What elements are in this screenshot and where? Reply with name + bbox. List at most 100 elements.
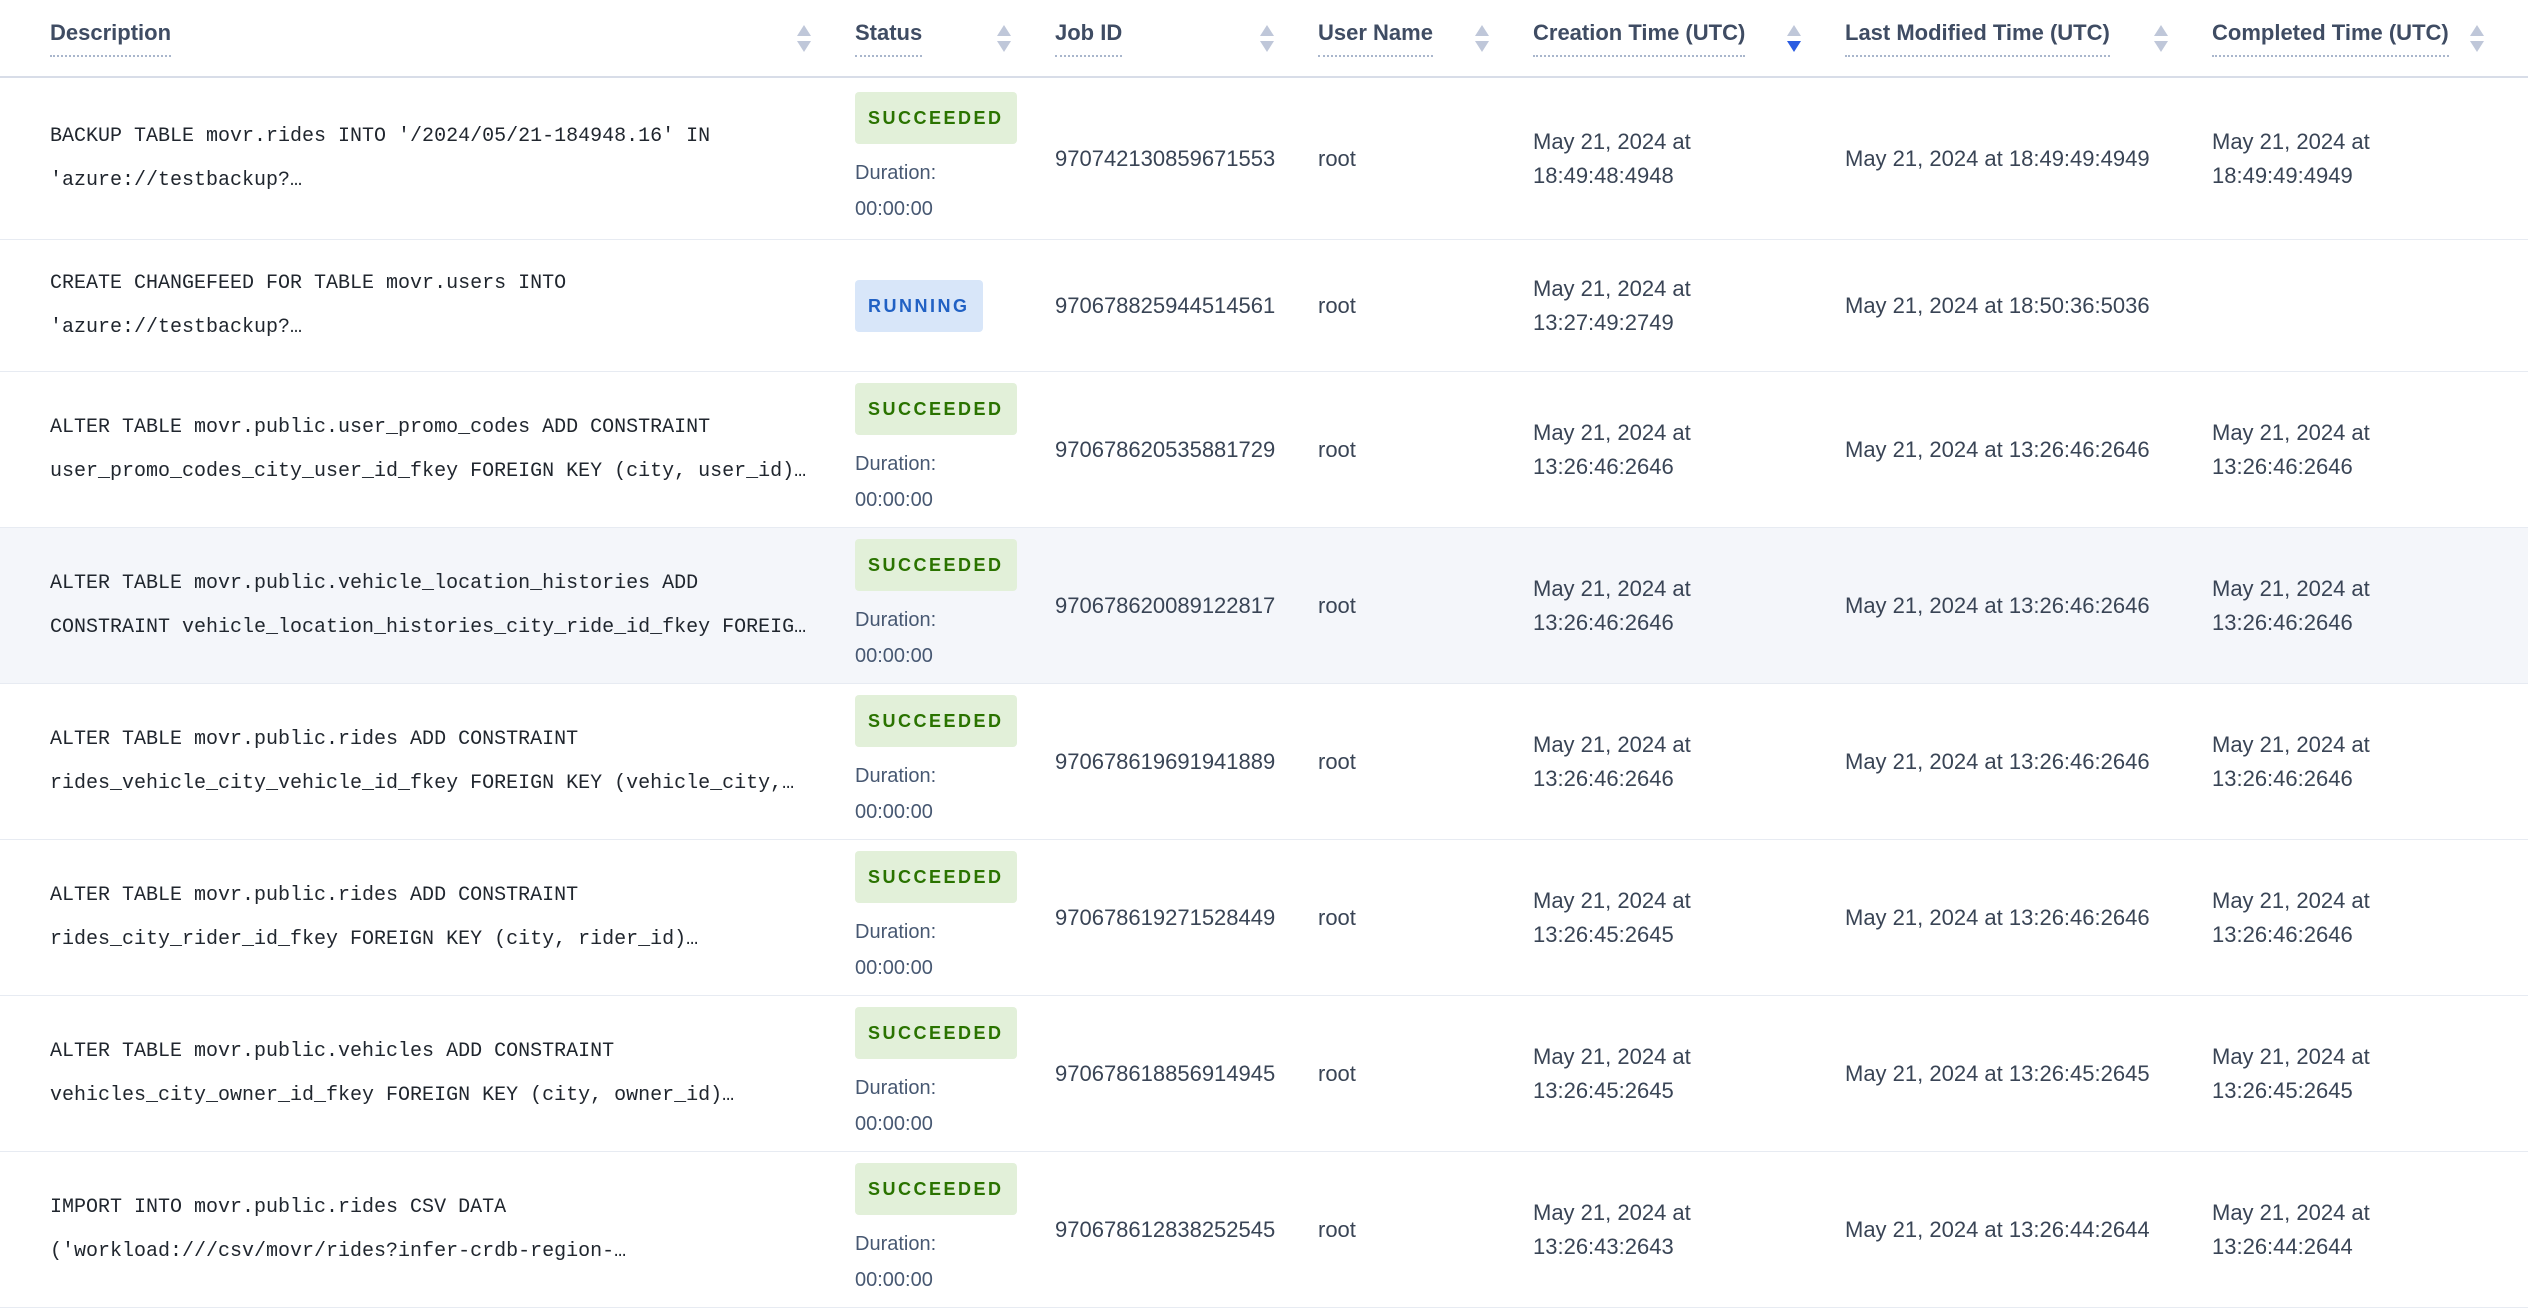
sort-icons: [997, 24, 1011, 52]
job-id: 970678619271528449: [1055, 904, 1276, 930]
sort-asc-icon: [997, 24, 1011, 36]
job-description: ALTER TABLE movr.public.vehicle_location…: [50, 571, 807, 639]
table-row: IMPORT INTO movr.public.rides CSV DATA (…: [0, 1152, 2528, 1308]
job-description: CREATE CHANGEFEED FOR TABLE movr.users I…: [50, 271, 567, 339]
duration-value: 00:00:00: [855, 1112, 933, 1135]
duration-label: Duration:: [855, 608, 937, 631]
duration-value: 00:00:00: [855, 644, 933, 667]
last-modified-time: May 21, 2024 at 13:26:46:2646: [1845, 748, 2150, 774]
table-row: ALTER TABLE movr.public.vehicles ADD CON…: [0, 996, 2528, 1152]
user-name: root: [1318, 748, 1356, 774]
sort-asc-icon: [1787, 24, 1801, 36]
column-header-status[interactable]: Status: [855, 20, 1055, 57]
completed-time: May 21, 2024 at 13:26:44:2644: [2212, 1199, 2370, 1259]
duration-label: Duration:: [855, 920, 937, 943]
column-header-label: Creation Time (UTC): [1533, 20, 1746, 57]
job-status-cell: SUCCEEDED Duration: 00:00:00: [855, 850, 1055, 985]
user-name: root: [1318, 145, 1356, 171]
sort-icons: [2154, 24, 2168, 52]
sort-icons: [797, 24, 811, 52]
column-header-label: Description: [50, 20, 172, 57]
job-id: 970742130859671553: [1055, 145, 1276, 171]
duration-value: 00:00:00: [855, 800, 933, 823]
table-header: Description Status Job ID User Name Crea…: [0, 0, 2528, 78]
completed-time: May 21, 2024 at 13:26:46:2646: [2212, 575, 2370, 635]
duration-label: Duration:: [855, 1232, 937, 1255]
sort-icons: [1787, 24, 1801, 52]
column-header-label: Status: [855, 20, 923, 57]
last-modified-time: May 21, 2024 at 13:26:45:2645: [1845, 1060, 2150, 1086]
column-header-creation-time-utc[interactable]: Creation Time (UTC): [1533, 20, 1845, 57]
completed-time: May 21, 2024 at 13:26:45:2645: [2212, 1043, 2370, 1103]
job-status-cell: SUCCEEDED Duration: 00:00:00: [855, 91, 1055, 226]
last-modified-time: May 21, 2024 at 13:26:46:2646: [1845, 904, 2150, 930]
column-header-job-id[interactable]: Job ID: [1055, 20, 1318, 57]
status-badge: SUCCEEDED: [855, 538, 1017, 591]
column-header-label: Completed Time (UTC): [2212, 20, 2449, 57]
job-description: ALTER TABLE movr.public.rides ADD CONSTR…: [50, 883, 699, 951]
creation-time: May 21, 2024 at 13:26:45:2645: [1533, 887, 1691, 947]
job-status-cell: SUCCEEDED Duration: 00:00:00: [855, 1006, 1055, 1141]
table-body: BACKUP TABLE movr.rides INTO '/2024/05/2…: [0, 78, 2528, 1308]
status-badge: SUCCEEDED: [855, 91, 1017, 144]
column-header-last-modified-time-utc[interactable]: Last Modified Time (UTC): [1845, 20, 2212, 57]
status-badge: SUCCEEDED: [855, 1162, 1017, 1215]
creation-time: May 21, 2024 at 13:26:46:2646: [1533, 731, 1691, 791]
job-status-cell: SUCCEEDED Duration: 00:00:00: [855, 1162, 1055, 1297]
job-description: ALTER TABLE movr.public.vehicles ADD CON…: [50, 1039, 735, 1107]
creation-time: May 21, 2024 at 13:26:45:2645: [1533, 1043, 1691, 1103]
sort-desc-icon: [1260, 40, 1274, 52]
table-row: ALTER TABLE movr.public.rides ADD CONSTR…: [0, 684, 2528, 840]
sort-asc-icon: [2154, 24, 2168, 36]
user-name: root: [1318, 436, 1356, 462]
user-name: root: [1318, 904, 1356, 930]
sort-asc-icon: [797, 24, 811, 36]
sort-asc-icon: [1260, 24, 1274, 36]
sort-desc-icon: [2154, 40, 2168, 52]
column-header-label: User Name: [1318, 20, 1433, 57]
duration-value: 00:00:00: [855, 1268, 933, 1291]
column-header-description[interactable]: Description: [0, 20, 855, 57]
last-modified-time: May 21, 2024 at 18:49:49:4949: [1845, 145, 2150, 171]
job-status-cell: RUNNING: [855, 279, 1055, 332]
sort-desc-icon: [1475, 40, 1489, 52]
status-badge: SUCCEEDED: [855, 1006, 1017, 1059]
job-id: 970678825944514561: [1055, 292, 1276, 318]
job-id: 970678620535881729: [1055, 436, 1276, 462]
sort-desc-icon: [997, 40, 1011, 52]
completed-time: May 21, 2024 at 18:49:49:4949: [2212, 128, 2370, 188]
job-description: IMPORT INTO movr.public.rides CSV DATA (…: [50, 1195, 627, 1263]
job-id: 970678620089122817: [1055, 592, 1276, 618]
job-id: 970678612838252545: [1055, 1216, 1276, 1242]
sort-icons: [2470, 24, 2484, 52]
duration-value: 00:00:00: [855, 956, 933, 979]
duration-label: Duration:: [855, 764, 937, 787]
sort-icons: [1475, 24, 1489, 52]
user-name: root: [1318, 1216, 1356, 1242]
user-name: root: [1318, 292, 1356, 318]
user-name: root: [1318, 592, 1356, 618]
job-status-cell: SUCCEEDED Duration: 00:00:00: [855, 538, 1055, 673]
status-badge: SUCCEEDED: [855, 382, 1017, 435]
job-id: 970678619691941889: [1055, 748, 1276, 774]
creation-time: May 21, 2024 at 13:27:49:2749: [1533, 275, 1691, 335]
completed-time: May 21, 2024 at 13:26:46:2646: [2212, 731, 2370, 791]
table-row: ALTER TABLE movr.public.rides ADD CONSTR…: [0, 840, 2528, 996]
job-id: 970678618856914945: [1055, 1060, 1276, 1086]
creation-time: May 21, 2024 at 13:26:43:2643: [1533, 1199, 1691, 1259]
sort-desc-icon: [2470, 40, 2484, 52]
duration-value: 00:00:00: [855, 197, 933, 220]
sort-icons: [1260, 24, 1274, 52]
job-status-cell: SUCCEEDED Duration: 00:00:00: [855, 694, 1055, 829]
status-badge: SUCCEEDED: [855, 850, 1017, 903]
job-description: BACKUP TABLE movr.rides INTO '/2024/05/2…: [50, 124, 711, 192]
column-header-user-name[interactable]: User Name: [1318, 20, 1533, 57]
sort-asc-icon: [1475, 24, 1489, 36]
job-description: ALTER TABLE movr.public.user_promo_codes…: [50, 415, 807, 483]
status-badge: RUNNING: [855, 279, 983, 332]
column-header-label: Job ID: [1055, 20, 1123, 57]
table-row: CREATE CHANGEFEED FOR TABLE movr.users I…: [0, 240, 2528, 372]
column-header-completed-time-utc[interactable]: Completed Time (UTC): [2212, 20, 2528, 57]
completed-time: May 21, 2024 at 13:26:46:2646: [2212, 887, 2370, 947]
